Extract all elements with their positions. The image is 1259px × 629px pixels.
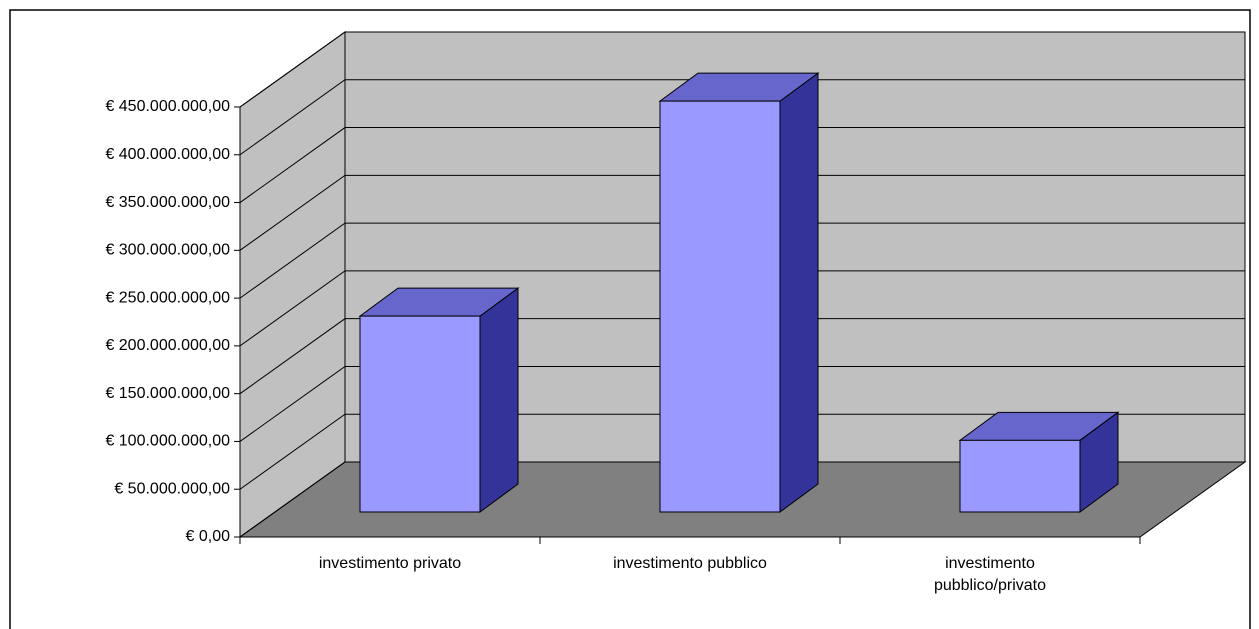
grid-line bbox=[239, 79, 1245, 156]
x-tick-label: investimento pubblico bbox=[613, 555, 767, 572]
grid-line bbox=[239, 270, 1245, 347]
y-tick-label: € 200.000.000,00 bbox=[105, 337, 230, 354]
grid-line bbox=[239, 127, 1245, 203]
bar-side bbox=[779, 72, 819, 513]
bar-side bbox=[479, 287, 519, 513]
grid-line bbox=[239, 318, 1245, 395]
y-tick-label: € 300.000.000,00 bbox=[105, 242, 230, 259]
y-tick-label: € 350.000.000,00 bbox=[105, 194, 230, 211]
bar bbox=[659, 100, 781, 513]
y-tick-label: € 250.000.000,00 bbox=[105, 289, 230, 306]
x-tick-label: investimento pubblico/privato bbox=[933, 555, 1047, 594]
bar bbox=[959, 439, 1081, 513]
y-tick-label: € 50.000.000,00 bbox=[114, 480, 230, 497]
y-tick-label: € 400.000.000,00 bbox=[105, 146, 230, 163]
y-tick-label: € 450.000.000,00 bbox=[105, 98, 230, 115]
grid-line bbox=[239, 413, 1245, 490]
x-tick-label: investimento privato bbox=[318, 555, 462, 572]
y-tick-label: € 0,00 bbox=[186, 528, 231, 545]
grid-line bbox=[239, 365, 1245, 442]
grid-line bbox=[239, 222, 1245, 299]
grid-line bbox=[239, 31, 1245, 108]
side-wall bbox=[239, 31, 346, 538]
y-tick-label: € 150.000.000,00 bbox=[105, 385, 230, 402]
bar bbox=[359, 315, 481, 513]
grid-line bbox=[239, 174, 1245, 251]
grid-line bbox=[239, 461, 1245, 538]
y-tick-label: € 100.000.000,00 bbox=[105, 433, 230, 450]
